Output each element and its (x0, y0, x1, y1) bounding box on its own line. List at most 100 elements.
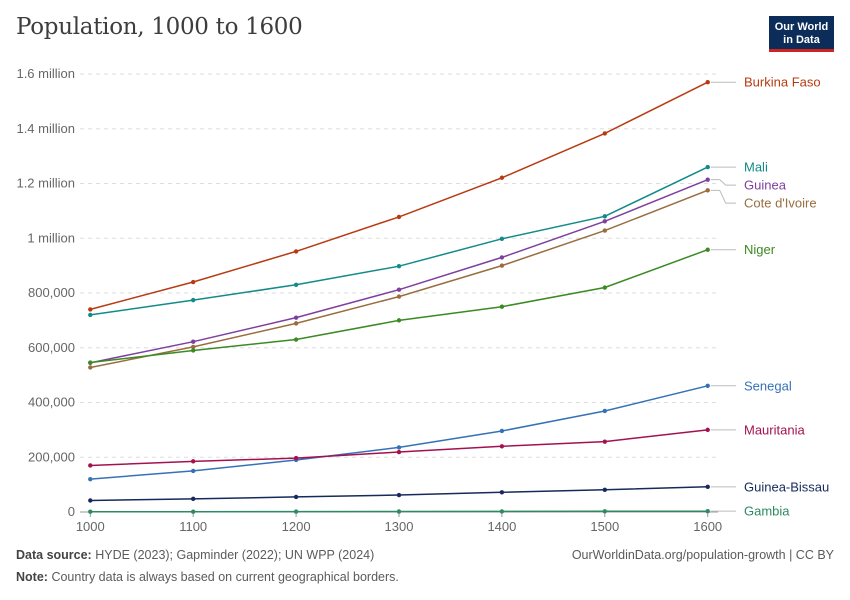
data-point[interactable] (602, 228, 608, 233)
data-point[interactable] (396, 449, 402, 455)
data-point[interactable] (499, 236, 505, 241)
y-tick-label: 1 million (27, 230, 75, 245)
data-point[interactable] (293, 337, 299, 342)
owid-logo[interactable]: Our World in Data (769, 16, 834, 52)
data-point[interactable] (705, 508, 710, 514)
series-label[interactable]: Gambia (744, 504, 790, 519)
data-point[interactable] (602, 219, 608, 224)
data-point[interactable] (190, 339, 196, 344)
y-tick-label: 400,000 (28, 395, 75, 410)
data-point[interactable] (190, 344, 196, 350)
x-tick-label: 1300 (385, 519, 414, 534)
series-label[interactable]: Mauritania (744, 422, 805, 437)
data-point[interactable] (396, 318, 402, 323)
label-connector (710, 179, 736, 186)
data-point[interactable] (705, 247, 710, 252)
data-point[interactable] (499, 428, 505, 434)
x-tick-label: 1100 (179, 519, 207, 534)
data-point[interactable] (190, 279, 196, 285)
data-point[interactable] (293, 321, 299, 326)
data-point[interactable] (396, 263, 402, 269)
credit-link[interactable]: OurWorldinData.org/population-growth | C… (571, 548, 834, 562)
data-source-text: HYDE (2023); Gapminder (2022); UN WPP (2… (95, 548, 375, 562)
data-point[interactable] (602, 439, 608, 444)
data-point[interactable] (602, 487, 608, 493)
data-point[interactable] (190, 468, 196, 474)
data-point[interactable] (705, 188, 710, 193)
series-label[interactable]: Guinea (744, 178, 787, 193)
data-point[interactable] (396, 294, 402, 299)
data-point[interactable] (705, 164, 710, 170)
logo-line-2: in Data (783, 34, 820, 46)
data-point[interactable] (293, 315, 299, 320)
series-lines (88, 80, 710, 514)
data-point[interactable] (499, 304, 505, 309)
data-point[interactable] (499, 490, 505, 495)
data-point[interactable] (88, 307, 93, 312)
data-point[interactable] (602, 214, 608, 219)
data-point[interactable] (190, 509, 196, 514)
data-point[interactable] (88, 365, 93, 370)
y-tick-label: 0 (68, 504, 75, 519)
series-line[interactable] (90, 166, 709, 316)
data-point[interactable] (499, 255, 505, 260)
y-tick-label: 1.4 million (16, 121, 75, 136)
series-label[interactable]: Guinea-Bissau (744, 479, 829, 494)
data-point[interactable] (705, 177, 710, 182)
data-point[interactable] (499, 509, 505, 514)
data-point[interactable] (705, 383, 710, 389)
data-point[interactable] (293, 282, 299, 287)
data-source: Data source: HYDE (2023); Gapminder (202… (16, 548, 374, 562)
label-connector (710, 189, 736, 204)
y-tick-label: 1.2 million (16, 176, 75, 191)
data-point[interactable] (396, 445, 402, 450)
data-point[interactable] (190, 348, 196, 353)
series-label[interactable]: Burkina Faso (744, 75, 821, 90)
series-label[interactable]: Cote d'Ivoire (744, 196, 817, 211)
data-source-label: Data source: (16, 548, 92, 562)
data-point[interactable] (602, 509, 608, 514)
data-point[interactable] (88, 498, 93, 503)
data-point[interactable] (499, 444, 505, 449)
x-tick-label: 1200 (282, 519, 311, 534)
x-tick-label: 1500 (590, 519, 619, 534)
series-line[interactable] (90, 81, 709, 311)
x-tick-label: 1400 (487, 519, 516, 534)
data-point[interactable] (190, 459, 196, 464)
series-line[interactable] (90, 179, 708, 364)
x-tick-label: 1000 (76, 519, 105, 534)
data-point[interactable] (705, 427, 710, 433)
series-labels: Burkina Faso Mali Guinea Cote d'Ivoire Niger… (710, 75, 829, 519)
data-point[interactable] (602, 131, 608, 136)
series-label[interactable]: Niger (744, 242, 776, 257)
series-line[interactable] (90, 385, 708, 480)
data-point[interactable] (293, 509, 299, 514)
data-point[interactable] (396, 214, 402, 220)
data-point[interactable] (602, 285, 608, 290)
data-point[interactable] (88, 463, 93, 468)
data-point[interactable] (293, 494, 299, 500)
data-point[interactable] (88, 360, 93, 365)
data-point[interactable] (602, 408, 608, 414)
series-label[interactable]: Senegal (744, 378, 792, 393)
x-axis: 1000 1100 1200 1300 1400 1500 1600 (76, 511, 722, 534)
data-point[interactable] (396, 492, 402, 498)
data-point[interactable] (190, 297, 196, 303)
data-point[interactable] (499, 263, 505, 268)
note: Note: Country data is always based on cu… (16, 570, 399, 584)
data-point[interactable] (705, 80, 710, 85)
data-point[interactable] (396, 509, 402, 514)
series-label[interactable]: Mali (744, 160, 768, 175)
y-axis-ticks: 0 200,000 400,000 600,000 800,000 1 million 1.… (16, 66, 75, 519)
data-point[interactable] (499, 175, 505, 180)
note-text: Country data is always based on current … (51, 570, 399, 584)
data-point[interactable] (88, 476, 93, 482)
data-point[interactable] (293, 249, 299, 254)
data-point[interactable] (293, 455, 299, 461)
y-tick-label: 200,000 (28, 449, 75, 464)
data-point[interactable] (190, 496, 196, 502)
data-point[interactable] (88, 509, 93, 514)
data-point[interactable] (88, 312, 93, 318)
data-point[interactable] (705, 484, 710, 490)
data-point[interactable] (396, 287, 402, 292)
